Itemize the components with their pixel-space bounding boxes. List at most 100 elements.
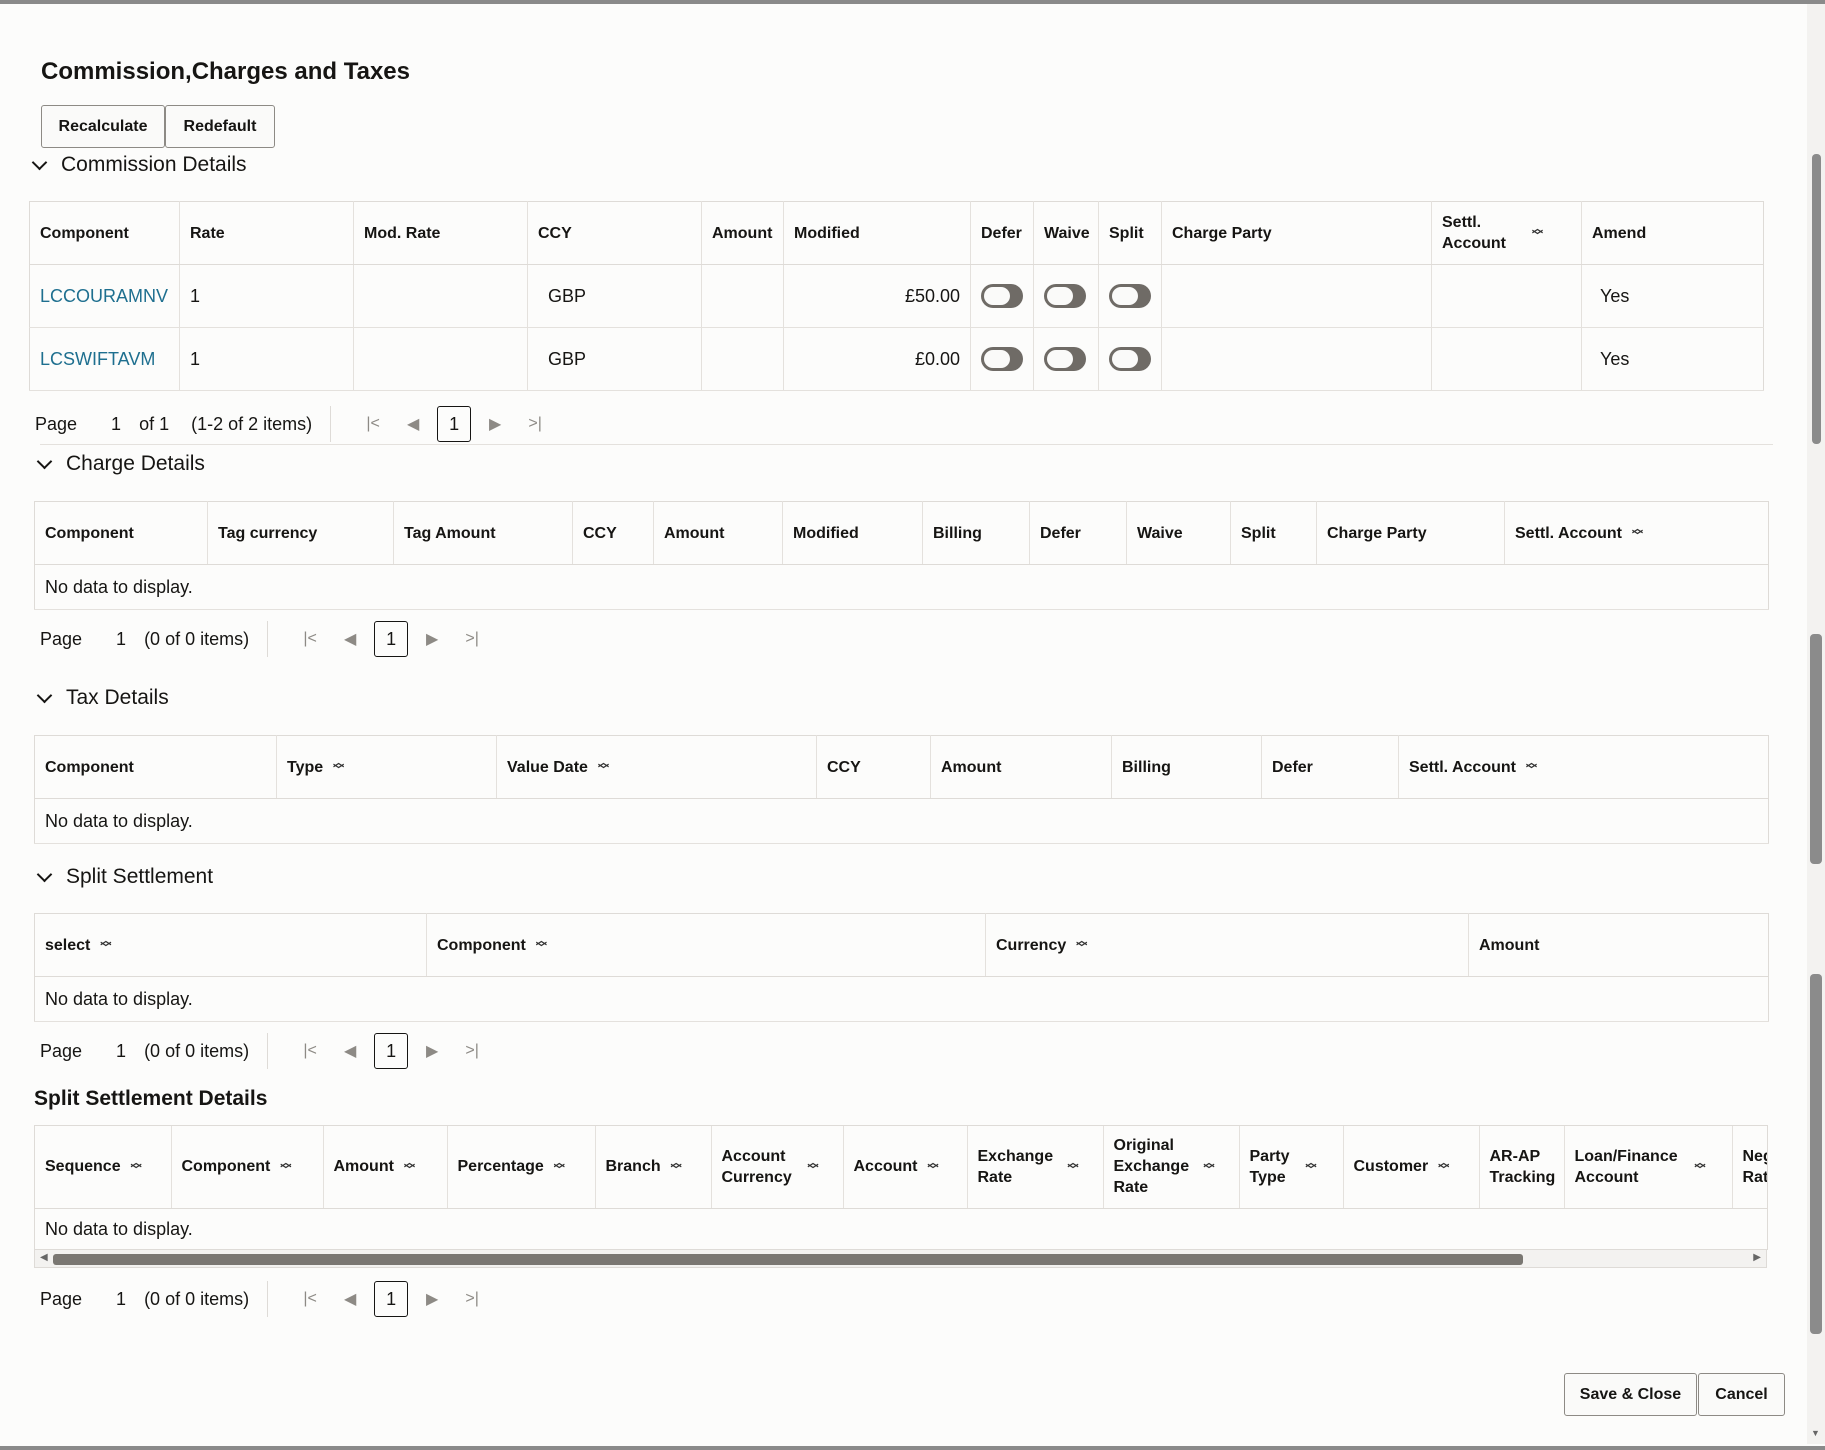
col-loan-finance-account[interactable]: Loan/Finance Account ︿ ﹀ [1564, 1126, 1733, 1209]
horizontal-scrollbar[interactable]: ◀ ▶ [34, 1250, 1767, 1268]
split-settlement-header[interactable]: Split Settlement [35, 865, 213, 889]
col-ccy[interactable]: CCY [572, 501, 654, 565]
last-page-icon[interactable]: >| [528, 415, 542, 432]
charge-details-header[interactable]: Charge Details [35, 452, 205, 476]
col-modified[interactable]: Modified [782, 501, 923, 565]
current-page-button[interactable]: 1 [374, 621, 409, 657]
defer-toggle[interactable] [981, 284, 1023, 308]
col-currency[interactable]: Currency ︿ ﹀ [985, 913, 1469, 977]
col-branch[interactable]: Branch ︿ ﹀ [595, 1126, 712, 1209]
sort-icon[interactable]: ︿ ﹀ [1203, 1156, 1215, 1176]
sort-icon[interactable]: ︿ ﹀ [1525, 757, 1537, 776]
col-charge-party[interactable]: Charge Party [1161, 201, 1432, 265]
col-charge-party[interactable]: Charge Party [1316, 501, 1505, 565]
col-amount[interactable]: Amount [930, 735, 1112, 799]
charge-party-cell[interactable] [1161, 327, 1432, 391]
col-percentage[interactable]: Percentage ︿ ﹀ [447, 1126, 596, 1209]
split-toggle[interactable] [1109, 347, 1151, 371]
col-amount[interactable]: Amount [1468, 913, 1769, 977]
col-defer[interactable]: Defer [1261, 735, 1399, 799]
col-neg-rate[interactable]: Neg Rat [1732, 1126, 1767, 1209]
col-ar-ap-tracking[interactable]: AR-AP Tracking [1479, 1126, 1565, 1209]
col-tag-amount[interactable]: Tag Amount [393, 501, 573, 565]
col-component[interactable]: Component ︿ ﹀ [171, 1126, 324, 1209]
cancel-button[interactable]: Cancel [1698, 1373, 1785, 1416]
save-close-button[interactable]: Save & Close [1564, 1373, 1697, 1416]
sort-icon[interactable]: ︿ ﹀ [1532, 223, 1543, 242]
sort-icon[interactable]: ︿ ﹀ [807, 1156, 819, 1176]
current-page-button[interactable]: 1 [374, 1281, 409, 1317]
charge-party-cell[interactable] [1161, 264, 1432, 328]
col-waive[interactable]: Waive [1033, 201, 1099, 265]
chevron-down-icon[interactable] [36, 687, 53, 703]
col-defer[interactable]: Defer [970, 201, 1034, 265]
scrollbar-thumb[interactable] [53, 1254, 1523, 1265]
page-input[interactable]: 1 [116, 628, 127, 649]
commission-details-header[interactable]: Commission Details [30, 153, 247, 177]
col-value-date[interactable]: Value Date ︿ ﹀ [496, 735, 817, 799]
component-link[interactable]: LCCOURAMNV [29, 264, 180, 328]
col-account-currency[interactable]: Account Currency ︿ ﹀ [711, 1126, 844, 1209]
sort-icon[interactable]: ︿ ﹀ [927, 1156, 939, 1176]
sort-icon[interactable]: ︿ ﹀ [130, 1156, 142, 1176]
modified-cell[interactable]: £50.00 [783, 264, 971, 328]
settl-account-cell[interactable] [1431, 264, 1582, 328]
sort-icon[interactable]: ︿ ﹀ [100, 935, 112, 954]
first-page-icon[interactable]: |< [303, 1290, 317, 1307]
sort-icon[interactable]: ︿ ﹀ [670, 1156, 682, 1176]
col-settl-account[interactable]: Settl. Account ︿ ﹀ [1431, 201, 1582, 265]
col-tag-currency[interactable]: Tag currency [207, 501, 394, 565]
sort-icon[interactable]: ︿ ﹀ [597, 757, 609, 776]
settl-account-cell[interactable] [1431, 327, 1582, 391]
tax-details-header[interactable]: Tax Details [35, 686, 169, 710]
col-amount[interactable]: Amount ︿ ﹀ [323, 1126, 448, 1209]
current-page-button[interactable]: 1 [374, 1033, 409, 1069]
prev-page-icon[interactable]: ◀ [343, 1291, 357, 1308]
col-mod-rate[interactable]: Mod. Rate [353, 201, 528, 265]
col-split[interactable]: Split [1098, 201, 1162, 265]
scrollbar-thumb[interactable] [1810, 974, 1822, 1334]
mod-rate-cell[interactable] [353, 264, 528, 328]
sort-icon[interactable]: ︿ ﹀ [1694, 1156, 1706, 1176]
first-page-icon[interactable]: |< [303, 1042, 317, 1059]
last-page-icon[interactable]: >| [465, 630, 479, 647]
col-sequence[interactable]: Sequence ︿ ﹀ [35, 1126, 172, 1209]
col-waive[interactable]: Waive [1126, 501, 1231, 565]
first-page-icon[interactable]: |< [303, 630, 317, 647]
chevron-down-icon[interactable] [36, 866, 53, 882]
col-amount[interactable]: Amount [701, 201, 784, 265]
col-defer[interactable]: Defer [1029, 501, 1127, 565]
sort-icon[interactable]: ︿ ﹀ [280, 1156, 292, 1176]
page-input[interactable]: 1 [116, 1040, 127, 1061]
col-component[interactable]: Component ︿ ﹀ [426, 913, 986, 977]
col-component[interactable]: Component [34, 501, 208, 565]
last-page-icon[interactable]: >| [465, 1042, 479, 1059]
col-ccy[interactable]: CCY [816, 735, 931, 799]
sort-icon[interactable]: ︿ ﹀ [1305, 1156, 1317, 1176]
col-party-type[interactable]: Party Type ︿ ﹀ [1239, 1126, 1344, 1209]
col-ccy[interactable]: CCY [527, 201, 702, 265]
redefault-button[interactable]: Redefault [165, 105, 275, 148]
sort-icon[interactable]: ︿ ﹀ [1067, 1156, 1079, 1176]
vertical-scrollbar[interactable]: ▼ [1807, 4, 1825, 1444]
modified-cell[interactable]: £0.00 [783, 327, 971, 391]
sort-icon[interactable]: ︿ ﹀ [1076, 935, 1088, 954]
col-select[interactable]: select ︿ ﹀ [34, 913, 427, 977]
col-account[interactable]: Account ︿ ﹀ [843, 1126, 968, 1209]
waive-toggle[interactable] [1044, 284, 1086, 308]
col-customer[interactable]: Customer ︿ ﹀ [1343, 1126, 1480, 1209]
sort-icon[interactable]: ︿ ﹀ [1438, 1156, 1450, 1176]
sort-icon[interactable]: ︿ ﹀ [333, 757, 345, 776]
table-row[interactable]: LCSWIFTAVM 1 GBP £0.00 Yes [29, 327, 1764, 391]
sort-icon[interactable]: ︿ ﹀ [553, 1156, 565, 1176]
current-page-button[interactable]: 1 [437, 406, 472, 442]
sort-icon[interactable]: ︿ ﹀ [535, 935, 547, 954]
page-input[interactable]: 1 [111, 413, 122, 434]
next-page-icon[interactable]: ▶ [425, 631, 439, 648]
col-billing[interactable]: Billing [1111, 735, 1262, 799]
sort-icon[interactable]: ︿ ﹀ [1631, 523, 1643, 542]
recalculate-button[interactable]: Recalculate [41, 105, 165, 148]
first-page-icon[interactable]: |< [366, 415, 380, 432]
scroll-right-arrow-icon[interactable]: ▶ [1753, 1252, 1761, 1263]
col-split[interactable]: Split [1230, 501, 1317, 565]
